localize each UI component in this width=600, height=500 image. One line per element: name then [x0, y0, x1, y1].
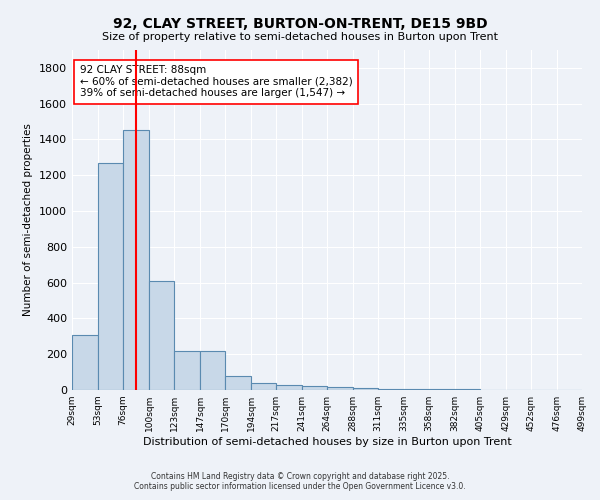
Text: 92, CLAY STREET, BURTON-ON-TRENT, DE15 9BD: 92, CLAY STREET, BURTON-ON-TRENT, DE15 9…: [113, 18, 487, 32]
Bar: [276, 384, 302, 390]
Text: Contains HM Land Registry data © Crown copyright and database right 2025.
Contai: Contains HM Land Registry data © Crown c…: [134, 472, 466, 491]
Text: 92 CLAY STREET: 88sqm
← 60% of semi-detached houses are smaller (2,382)
39% of s: 92 CLAY STREET: 88sqm ← 60% of semi-deta…: [80, 66, 352, 98]
Bar: [251, 383, 276, 390]
Bar: [72, 336, 98, 390]
Bar: [327, 388, 353, 390]
Bar: [174, 350, 200, 390]
Bar: [98, 162, 123, 390]
Bar: [353, 388, 378, 390]
Text: Size of property relative to semi-detached houses in Burton upon Trent: Size of property relative to semi-detach…: [102, 32, 498, 42]
Bar: [302, 386, 327, 390]
Bar: [200, 350, 225, 390]
Bar: [225, 376, 251, 390]
Bar: [149, 281, 174, 390]
Bar: [123, 130, 149, 390]
Bar: [378, 388, 404, 390]
Bar: [404, 389, 429, 390]
Y-axis label: Number of semi-detached properties: Number of semi-detached properties: [23, 124, 34, 316]
X-axis label: Distribution of semi-detached houses by size in Burton upon Trent: Distribution of semi-detached houses by …: [143, 437, 511, 447]
